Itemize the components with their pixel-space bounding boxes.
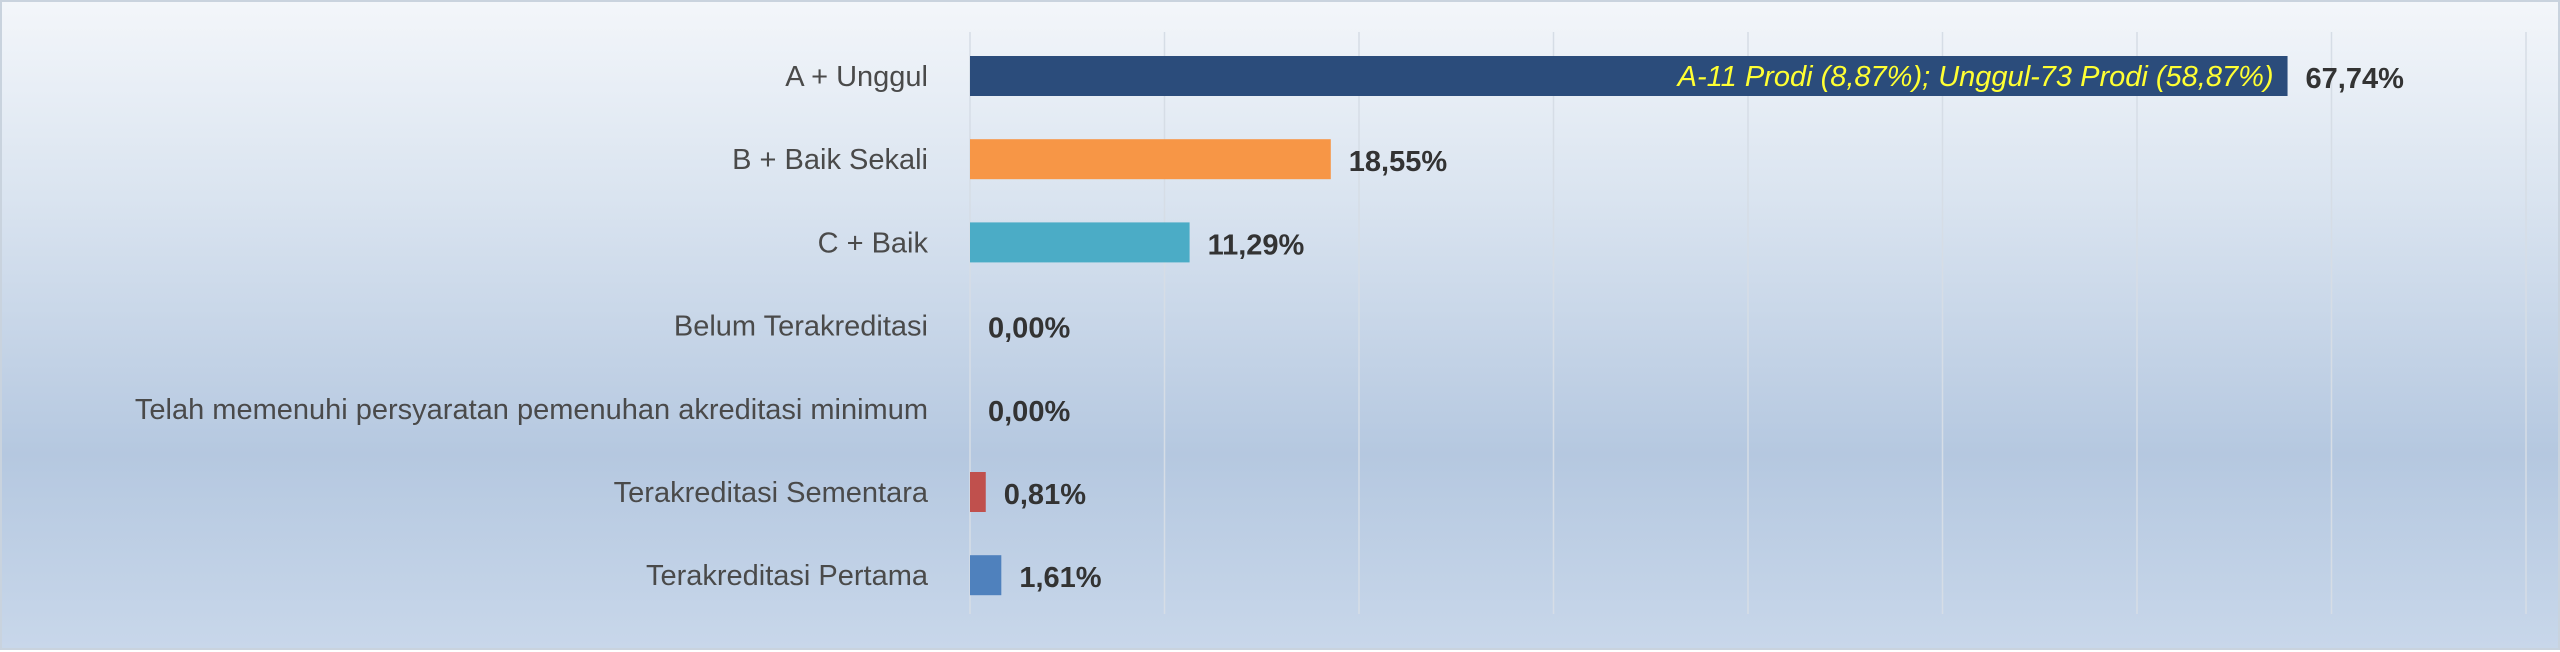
data-label: 1,61% bbox=[1019, 562, 1101, 594]
category-label: B + Baik Sekali bbox=[732, 144, 928, 176]
data-label: 0,81% bbox=[1004, 479, 1086, 511]
bar[interactable] bbox=[970, 555, 1002, 596]
bar[interactable] bbox=[970, 222, 1190, 263]
category-label: Terakreditasi Sementara bbox=[614, 477, 929, 509]
category-label: A + Unggul bbox=[785, 61, 928, 93]
bar[interactable] bbox=[970, 472, 986, 512]
category-label: Terakreditasi Pertama bbox=[646, 560, 929, 592]
bar[interactable] bbox=[970, 56, 2288, 96]
data-label: 11,29% bbox=[1208, 229, 1305, 261]
category-label: C + Baik bbox=[818, 227, 929, 259]
gridlines bbox=[969, 32, 2527, 614]
category-label: Belum Terakreditasi bbox=[674, 311, 928, 343]
data-label: 67,74% bbox=[2306, 63, 2405, 95]
bar-annotation: A-11 Prodi (8,87%); Unggul-73 Prodi (58,… bbox=[1676, 61, 2274, 93]
data-label: 0,00% bbox=[988, 396, 1070, 428]
data-label: 18,55% bbox=[1349, 146, 1448, 178]
bar[interactable] bbox=[970, 139, 1331, 180]
data-label: 0,00% bbox=[988, 313, 1070, 345]
category-label: Telah memenuhi persyaratan pemenuhan akr… bbox=[135, 394, 928, 426]
